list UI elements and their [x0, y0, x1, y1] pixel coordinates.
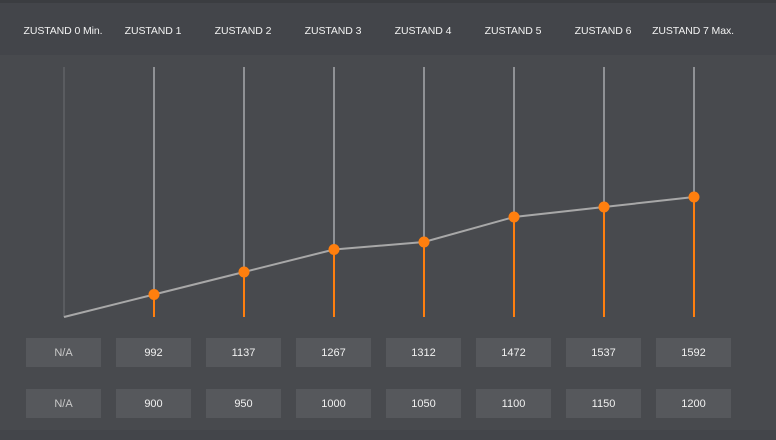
value-cell-row1-state-3[interactable]: 1267	[296, 338, 371, 367]
state-handle-4[interactable]	[418, 236, 430, 248]
state-handle-1[interactable]	[148, 289, 160, 300]
value-cell-row2-state-0[interactable]: N/A	[26, 389, 101, 418]
column-header-state-7: ZUSTAND 7 Max.	[652, 25, 734, 37]
value-cell-row1-state-4[interactable]: 1312	[386, 338, 461, 367]
value-cell-row1-state-2[interactable]: 1137	[206, 338, 281, 367]
bottom-divider	[0, 430, 776, 440]
value-cell-row2-state-7[interactable]: 1200	[656, 389, 731, 418]
column-header-state-6: ZUSTAND 6	[574, 25, 632, 37]
value-cell-row2-state-3[interactable]: 1000	[296, 389, 371, 418]
state-handle-7[interactable]	[688, 191, 700, 203]
state-handle-6[interactable]	[598, 201, 610, 213]
value-cell-row2-state-2[interactable]: 950	[206, 389, 281, 418]
column-header-bar: ZUSTAND 0 Min. ZUSTAND 1 ZUSTAND 2 ZUSTA…	[0, 3, 776, 55]
state-curve-line	[63, 196, 695, 318]
column-header-state-0: ZUSTAND 0 Min.	[23, 25, 103, 37]
state-curve-svg[interactable]	[0, 55, 776, 327]
value-cell-row1-state-5[interactable]: 1472	[476, 338, 551, 367]
top-divider	[0, 0, 776, 3]
value-cell-row2-state-6[interactable]: 1150	[566, 389, 641, 418]
column-header-state-4: ZUSTAND 4	[394, 25, 452, 37]
value-cell-row1-state-6[interactable]: 1537	[566, 338, 641, 367]
column-header-state-3: ZUSTAND 3	[304, 25, 362, 37]
value-cell-row2-state-1[interactable]: 900	[116, 389, 191, 418]
state-handle-2[interactable]	[238, 266, 250, 278]
value-cell-row2-state-5[interactable]: 1100	[476, 389, 551, 418]
state-handle-5[interactable]	[508, 211, 520, 223]
column-header-state-5: ZUSTAND 5	[484, 25, 542, 37]
column-header-state-1: ZUSTAND 1	[124, 25, 182, 37]
state-handle-3[interactable]	[328, 244, 340, 255]
value-cell-row1-state-1[interactable]: 992	[116, 338, 191, 367]
column-header-state-2: ZUSTAND 2	[214, 25, 272, 37]
value-cell-row1-state-7[interactable]: 1592	[656, 338, 731, 367]
value-cell-row1-state-0[interactable]: N/A	[26, 338, 101, 367]
state-curve-chart[interactable]	[0, 55, 776, 327]
value-cell-row2-state-4[interactable]: 1050	[386, 389, 461, 418]
